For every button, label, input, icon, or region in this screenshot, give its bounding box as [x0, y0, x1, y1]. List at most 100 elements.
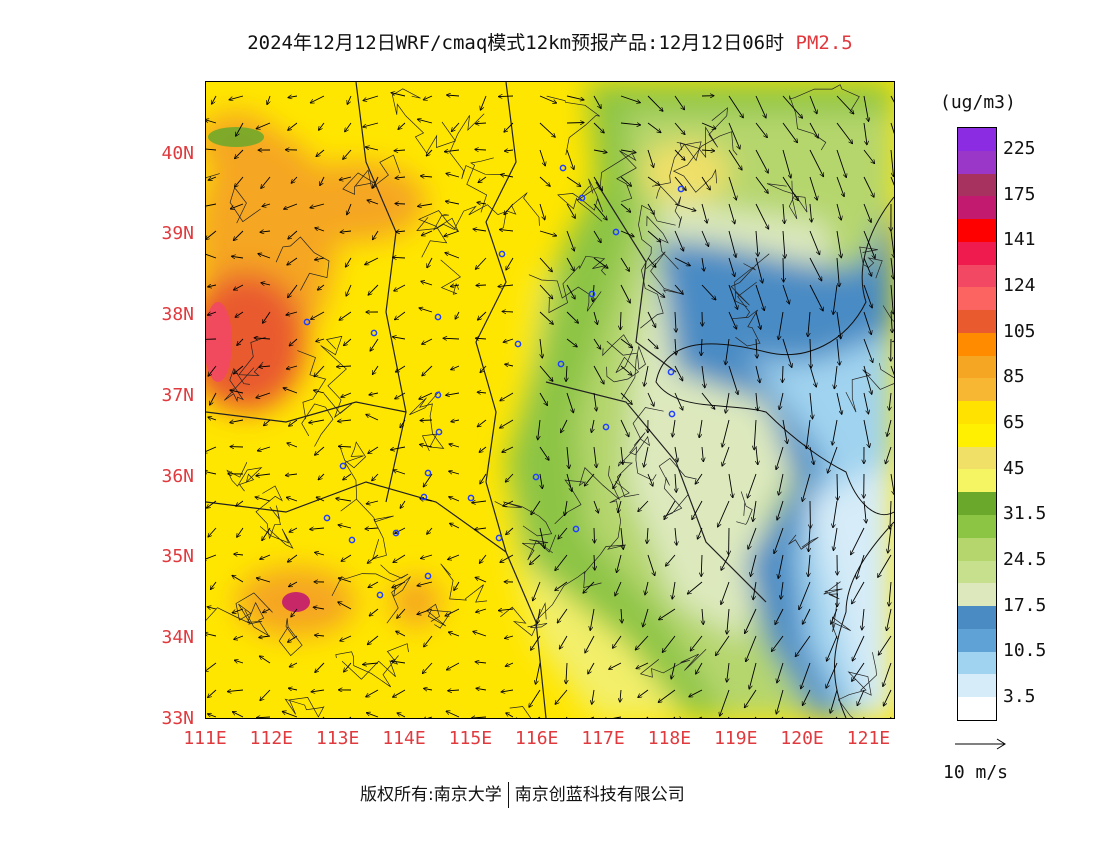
admin-boundary: [206, 592, 273, 625]
wind-vector: [890, 500, 891, 529]
wind-vector: [234, 284, 244, 290]
colorbar-segment: [958, 310, 996, 333]
wind-vector: [702, 446, 703, 462]
wind-vector: [593, 176, 602, 191]
wind-vector: [832, 419, 838, 445]
wind-vector: [749, 662, 757, 689]
wind-vector: [593, 230, 601, 243]
admin-boundary: [301, 403, 334, 447]
wind-vector: [728, 365, 738, 395]
wind-vector: [365, 528, 379, 529]
wind-vector: [808, 554, 810, 577]
wind-vector: [701, 392, 715, 409]
wind-vector: [448, 554, 460, 560]
wind-vector: [259, 656, 271, 664]
admin-boundary: [679, 107, 728, 159]
wind-vector: [863, 284, 872, 308]
wind-vector: [208, 177, 217, 180]
wind-vector: [728, 284, 738, 309]
wind-vector: [593, 95, 601, 109]
wind-vector: [419, 392, 433, 399]
wind-vector: [536, 662, 541, 684]
wind-vector: [343, 473, 352, 480]
wind-vector: [862, 608, 864, 630]
wind-vector: [398, 122, 406, 129]
wind-vector: [744, 689, 757, 708]
wind-vector: [394, 150, 406, 151]
admin-boundary: [244, 601, 269, 637]
city-station-marker: [495, 534, 503, 542]
wind-vector: [529, 689, 541, 707]
colorbar-label: 65: [1003, 412, 1025, 433]
wind-vector: [588, 662, 595, 674]
wind-vector: [566, 149, 574, 170]
wind-vector: [593, 365, 604, 384]
units-label: (ug/m3): [940, 92, 1016, 113]
wind-vector: [647, 122, 661, 133]
wind-vector: [315, 258, 325, 260]
wind-vector: [317, 284, 325, 290]
wind-vector: [751, 554, 757, 576]
wind-vector: [620, 95, 640, 103]
wind-vector: [671, 662, 676, 679]
wind-vector: [755, 203, 769, 229]
admin-boundary: [557, 178, 604, 222]
wind-vector: [808, 311, 811, 337]
wind-vector: [530, 554, 541, 565]
wind-vector: [347, 95, 352, 104]
wind-vector: [232, 256, 244, 258]
colorbar-segment: [958, 674, 996, 698]
wind-vector: [809, 230, 820, 255]
wind-vector: [725, 338, 730, 365]
wind-vector: [754, 419, 756, 450]
lat-label: 37N: [161, 384, 194, 406]
wind-vector: [647, 284, 665, 297]
wind-vector: [503, 500, 514, 506]
wind-vector: [420, 444, 433, 448]
wind-vector: [267, 95, 270, 105]
wind-vector: [782, 284, 789, 304]
wind-vector: [284, 203, 298, 209]
wind-vector: [448, 690, 460, 691]
wind-vector: [537, 608, 541, 623]
wind-vector: [289, 419, 298, 426]
wind-vector: [593, 500, 599, 513]
wind-vector: [315, 662, 325, 673]
wind-vector: [424, 635, 433, 647]
wind-vector: [809, 122, 818, 138]
wind-vector: [207, 500, 217, 508]
wind-vector: [782, 338, 792, 368]
wind-vector: [720, 689, 730, 716]
wind-vector: [502, 446, 514, 452]
admin-boundary: [602, 334, 640, 383]
wind-vector: [539, 203, 545, 220]
wind-vector: [883, 662, 892, 687]
wind-vector: [446, 173, 460, 178]
wind-vector: [887, 419, 892, 436]
wind-vector: [394, 284, 406, 291]
wind-vector: [257, 446, 271, 451]
wind-vector: [506, 257, 514, 270]
wind-vector: [666, 554, 676, 566]
wind-vector: [621, 446, 623, 465]
wind-vector: [674, 365, 683, 381]
wind-vector: [310, 528, 325, 529]
colorbar-segment: [958, 423, 996, 447]
wind-vector: [373, 230, 379, 240]
admin-boundary: [546, 95, 600, 155]
wind-vector: [233, 230, 244, 241]
wind-vector: [643, 608, 649, 627]
wind-vector: [319, 122, 325, 130]
wind-vector: [618, 500, 622, 513]
lon-label: 121E: [846, 728, 891, 749]
wind-vector: [777, 500, 784, 520]
wind-vector: [506, 527, 514, 535]
colorbar-segment: [958, 401, 996, 424]
wind-vector: [338, 578, 352, 583]
wind-vector: [345, 122, 352, 132]
wind-vector: [890, 149, 894, 177]
wind-vector: [424, 688, 433, 690]
wind-vector: [672, 581, 676, 599]
wind-vector: [647, 203, 654, 215]
wind-vector: [206, 148, 217, 151]
